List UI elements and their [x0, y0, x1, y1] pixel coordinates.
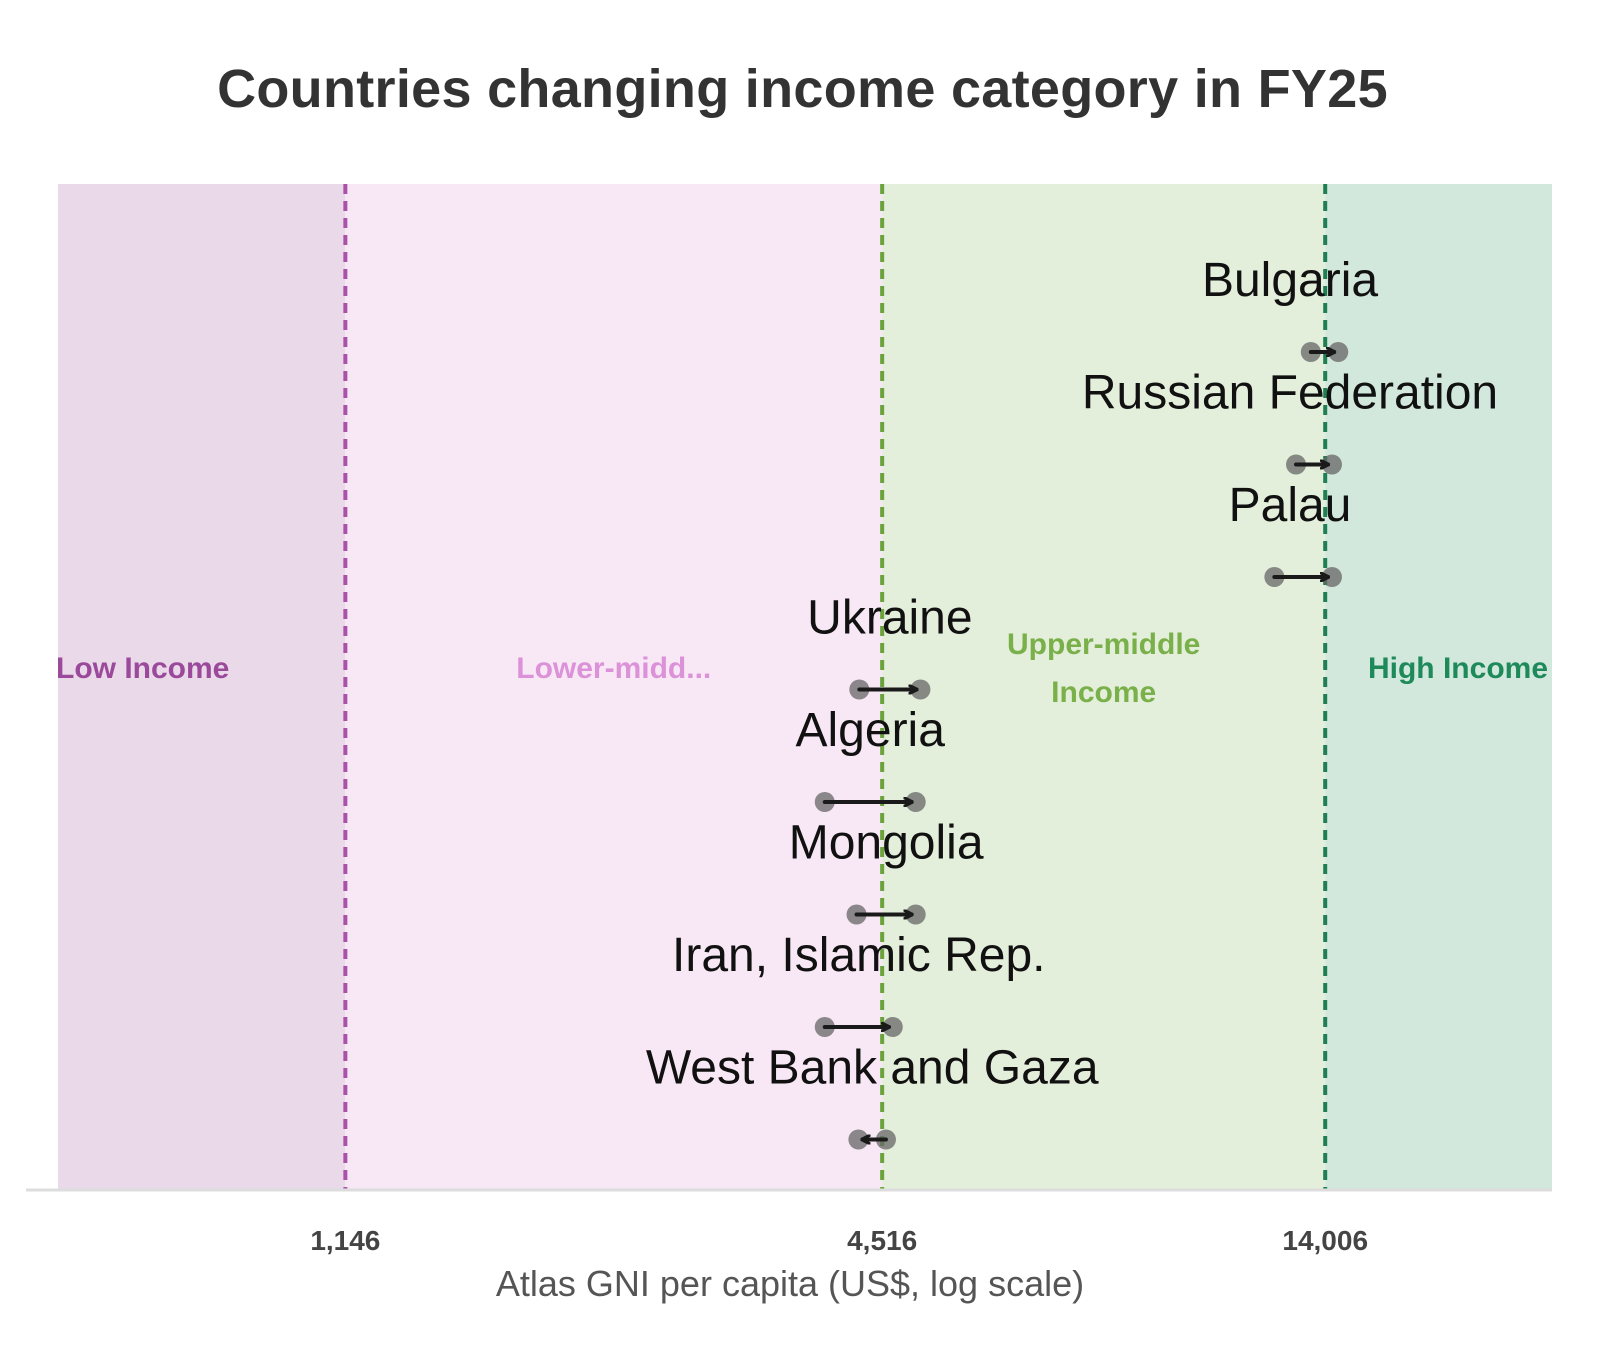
country-label: Palau: [1229, 479, 1352, 532]
x-tick-label: 14,006: [1282, 1225, 1368, 1256]
country-row-west-bank-and-gaza: West Bank and Gaza: [646, 1042, 1099, 1150]
country-label: West Bank and Gaza: [646, 1042, 1099, 1095]
band-low-income: [58, 184, 346, 1190]
band-high-income: [1325, 184, 1552, 1190]
country-row-palau: Palau: [1229, 479, 1352, 587]
country-row-mongolia: Mongolia: [789, 817, 984, 925]
band-lower-midd: [345, 184, 883, 1190]
income-band-labels: Low Income Lower-midd... Upper-middle Incom…: [56, 628, 1548, 709]
country-label: Ukraine: [807, 592, 972, 645]
band-label-upper-middle-income: Upper-middle Income: [1007, 628, 1200, 709]
country-row-algeria: Algeria: [796, 704, 946, 812]
country-label: Russian Federation: [1082, 367, 1498, 420]
band-label-high-income: High Income: [1368, 652, 1548, 685]
chart-title: Countries changing income category in FY…: [217, 59, 1388, 119]
country-label: Algeria: [796, 704, 946, 757]
country-marks: Bulgaria Russian Federation Palau Ukraine Al…: [646, 254, 1498, 1150]
band-label-lower-midd: Lower-midd...: [516, 652, 711, 685]
x-axis-title: Atlas GNI per capita (US$, log scale): [496, 1263, 1084, 1304]
band-label-low-income: Low Income: [56, 652, 229, 685]
x-tick-label: 4,516: [847, 1225, 917, 1256]
x-axis-ticks: 1,146 4,516 14,006: [310, 1225, 1368, 1256]
country-row-russian-federation: Russian Federation: [1082, 367, 1498, 475]
band-label-line: Upper-middle: [1007, 628, 1200, 661]
band-upper-middle-income: [882, 184, 1326, 1190]
income-bands: [58, 184, 1552, 1190]
band-label-line: Income: [1051, 676, 1156, 709]
country-row-iran-islamic-rep: Iran, Islamic Rep.: [672, 929, 1045, 1037]
country-label: Iran, Islamic Rep.: [672, 929, 1045, 982]
country-row-bulgaria: Bulgaria: [1202, 254, 1378, 362]
country-row-ukraine: Ukraine: [807, 592, 973, 700]
country-label: Mongolia: [789, 817, 984, 870]
country-label: Bulgaria: [1202, 254, 1378, 307]
x-tick-label: 1,146: [310, 1225, 380, 1256]
